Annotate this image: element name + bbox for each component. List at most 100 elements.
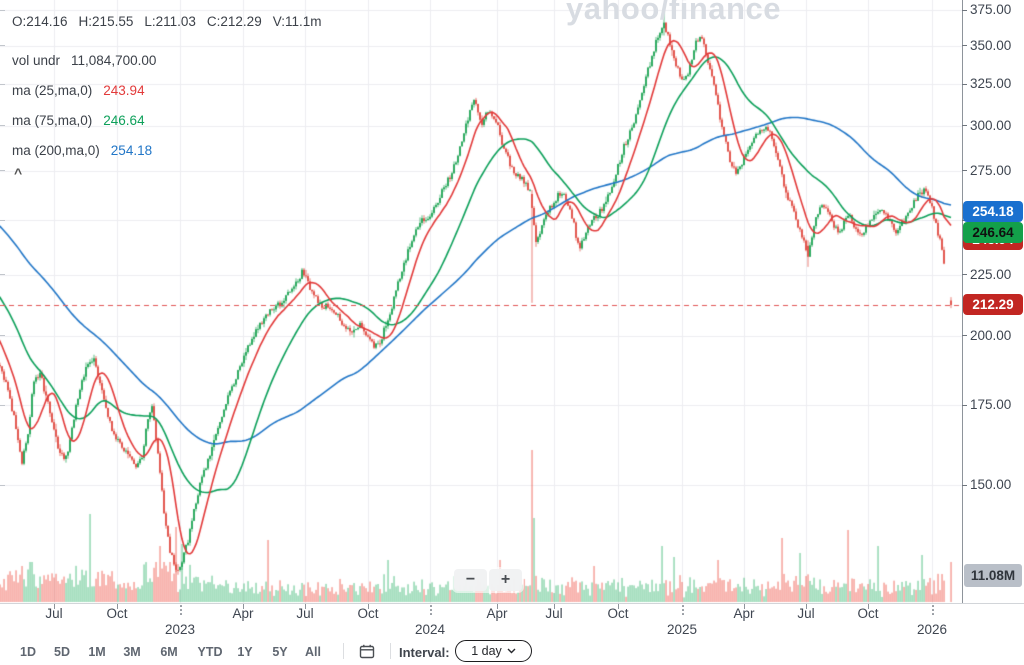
- x-axis-year-tick-dot: [430, 605, 432, 607]
- range-button-ytd[interactable]: YTD: [197, 645, 223, 659]
- x-axis-month-label: Apr: [232, 606, 254, 621]
- range-button-1d[interactable]: 1D: [20, 645, 36, 659]
- x-axis-year-tick-dot: [682, 605, 684, 607]
- y-axis-tick-left: [0, 404, 5, 406]
- volume-axis-badge: 11.08M: [964, 564, 1022, 587]
- y-axis-label: 175.00: [970, 397, 1012, 413]
- open-value: O:214.16: [12, 14, 68, 29]
- zoom-controls: − +: [452, 567, 524, 593]
- calendar-icon[interactable]: [359, 644, 375, 659]
- x-axis-tick: [618, 604, 619, 609]
- x-axis-month-label: Jul: [797, 606, 815, 621]
- zoom-out-button[interactable]: −: [454, 569, 487, 591]
- toolbar-divider: [390, 643, 391, 659]
- chart-toolbar: 1D 5D 1M 3M 6M YTD 1Y 5Y All Interval: 1 day: [0, 638, 1024, 665]
- x-axis-tick: [305, 604, 306, 609]
- y-axis-tick: [962, 484, 967, 486]
- y-axis-label: 375.00: [970, 2, 1012, 17]
- ma75-value: 246.64: [103, 113, 145, 128]
- ma75-label: ma (75,ma,0): [12, 113, 93, 128]
- y-axis-tick-left: [0, 484, 5, 486]
- x-axis-month-label: Oct: [607, 606, 629, 621]
- x-axis-year-tick-dot: [932, 605, 934, 607]
- price-chart-canvas[interactable]: [0, 0, 1024, 604]
- y-axis-tick: [962, 404, 967, 406]
- x-axis-month-label: Jul: [296, 606, 314, 621]
- range-button-5d[interactable]: 5D: [54, 645, 70, 659]
- x-axis-tick: [806, 604, 807, 609]
- x-axis-year-tick-dot: [682, 609, 684, 611]
- y-axis-label: 150.00: [970, 477, 1012, 493]
- volume-under-row: vol undr 11,084,700.00: [12, 53, 167, 68]
- y-axis-tick: [962, 170, 967, 172]
- x-axis-month-label: Apr: [733, 606, 755, 621]
- x-axis-year-tick-dot: [180, 605, 182, 607]
- x-axis-month-label: Oct: [857, 606, 879, 621]
- x-axis-tick: [554, 604, 555, 609]
- x-axis-year-tick-dot: [932, 613, 934, 615]
- high-value: H:215.55: [78, 14, 134, 29]
- x-axis-tick: [497, 604, 498, 609]
- ma25-value: 243.94: [103, 83, 145, 98]
- x-axis-month-label: Oct: [357, 606, 379, 621]
- last-price-badge: 212.29: [963, 294, 1023, 315]
- y-axis-label: 275.00: [970, 162, 1012, 178]
- y-axis-label: 225.00: [970, 266, 1012, 282]
- range-button-1m[interactable]: 1M: [88, 645, 106, 659]
- y-axis-tick-left: [0, 45, 5, 47]
- x-axis-year-label: 2025: [666, 622, 698, 637]
- y-axis-tick-left: [0, 274, 5, 276]
- y-axis-tick: [962, 45, 967, 47]
- x-axis-tick: [243, 604, 244, 609]
- range-button-all[interactable]: All: [305, 645, 321, 659]
- volume-under-label: vol undr: [12, 53, 61, 68]
- y-axis-label: 200.00: [970, 327, 1012, 343]
- y-axis-label: 325.00: [970, 76, 1012, 92]
- y-axis-tick: [962, 335, 967, 337]
- x-axis-tick: [744, 604, 745, 609]
- range-button-5y[interactable]: 5Y: [272, 645, 288, 659]
- interval-select[interactable]: 1 day: [455, 640, 532, 662]
- x-axis-month-label: Jul: [45, 606, 63, 621]
- interval-label: Interval:: [399, 645, 450, 660]
- collapse-legend-icon[interactable]: ^: [14, 165, 23, 181]
- y-axis-tick: [962, 274, 967, 276]
- y-axis-line: [962, 0, 963, 604]
- y-axis-label: 350.00: [970, 37, 1012, 53]
- y-axis-tick-left: [0, 125, 5, 127]
- x-axis-year-label: 2024: [414, 622, 446, 637]
- y-axis-tick-left: [0, 9, 5, 11]
- y-axis-tick: [962, 9, 967, 11]
- x-axis-month-label: Jul: [545, 606, 563, 621]
- toolbar-divider: [343, 643, 344, 659]
- y-axis-tick-left: [0, 83, 5, 85]
- y-axis-label: 300.00: [970, 117, 1012, 133]
- ma25-label: ma (25,ma,0): [12, 83, 93, 98]
- ma75-row: ma (75,ma,0) 246.64: [12, 113, 156, 128]
- y-axis-tick-left: [0, 170, 5, 172]
- ma200-label: ma (200,ma,0): [12, 143, 100, 158]
- ma200-price-badge: 254.18: [963, 201, 1023, 222]
- chevron-down-icon: [507, 648, 516, 654]
- close-value: C:212.29: [206, 14, 262, 29]
- zoom-in-button[interactable]: +: [489, 569, 522, 591]
- x-axis-year-label: 2023: [164, 622, 196, 637]
- low-value: L:211.03: [144, 14, 196, 29]
- x-axis-month-label: Apr: [486, 606, 508, 621]
- ma25-row: ma (25,ma,0) 243.94: [12, 83, 156, 98]
- x-axis-year-tick-dot: [430, 609, 432, 611]
- range-button-3m[interactable]: 3M: [123, 645, 141, 659]
- x-axis-year-label: 2026: [916, 622, 948, 637]
- y-axis-tick-left: [0, 335, 5, 337]
- x-axis-year-tick-dot: [932, 609, 934, 611]
- range-button-1y[interactable]: 1Y: [237, 645, 253, 659]
- volume-under-value: 11,084,700.00: [71, 53, 157, 68]
- range-button-6m[interactable]: 6M: [160, 645, 178, 659]
- x-axis-year-tick-dot: [180, 609, 182, 611]
- ohlcv-row: O:214.16 H:215.55 L:211.03 C:212.29 V:11.1m: [12, 14, 332, 29]
- x-axis-tick: [368, 604, 369, 609]
- interval-value: 1 day: [471, 644, 502, 658]
- x-axis-tick: [54, 604, 55, 609]
- y-axis-tick-left: [0, 219, 5, 221]
